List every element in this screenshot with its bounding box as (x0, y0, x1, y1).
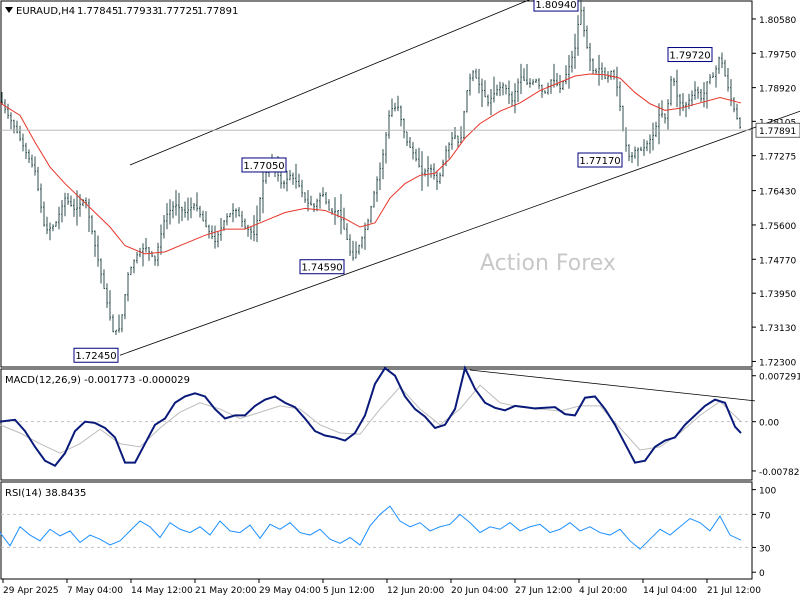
annotation-label: 1.79720 (669, 51, 710, 62)
price-plot: 1.80940 1.79720 1.77050 1.77170 1.74590 1.724… (0, 0, 800, 363)
dropdown-triangle-icon[interactable] (5, 7, 13, 13)
annotation-box: 1.80940 (533, 0, 579, 12)
macd-trendline (469, 369, 756, 402)
trendline-upper (129, 0, 530, 166)
watermark: Action Forex (480, 251, 616, 276)
rsi-y-tick-label: 100 (759, 487, 776, 497)
y-tick-label: 1.76430 (759, 188, 796, 198)
rsi-y-tick-label: 30 (759, 544, 771, 554)
y-tick-label: 1.80580 (759, 16, 796, 26)
y-tick-label: 1.74770 (759, 256, 796, 266)
y-tick-label: 1.72300 (759, 358, 796, 368)
rsi-line (0, 505, 742, 550)
ohlc-close: 1.77891 (197, 6, 238, 17)
annotation-border (299, 259, 345, 275)
macd-y-tick-label: 0.007291 (759, 373, 800, 383)
annotation-label: 1.77170 (579, 156, 620, 167)
moving-average-line (0, 73, 742, 255)
y-tick-label: 1.73130 (759, 324, 796, 334)
y-tick-label: 1.73950 (759, 290, 796, 300)
x-tick-label: 20 Jun 04:00 (451, 586, 508, 596)
symbol-label: EURAUD,H4 (16, 6, 75, 17)
x-tick-label: 21 Jul 12:00 (707, 586, 761, 596)
annotation-label: 1.77050 (243, 161, 284, 172)
y-tick-label: 1.75600 (759, 222, 796, 232)
x-tick-label: 12 Jun 20:00 (387, 586, 444, 596)
macd-panel (0, 368, 753, 481)
annotation-label: 1.74590 (301, 263, 342, 274)
annotation-box: 1.72450 (73, 347, 119, 363)
current-price-label: 1.77891 (759, 127, 796, 137)
annotation-box: 1.74590 (299, 259, 345, 275)
annotation-box: 1.79720 (667, 47, 713, 63)
rsi-plot (0, 505, 752, 550)
annotation-border (73, 347, 119, 363)
y-tick-label: 1.79750 (759, 50, 796, 60)
annotation-border (533, 0, 579, 12)
x-tick-label: 7 May 04:00 (67, 586, 123, 596)
annotation-box: 1.77170 (577, 152, 623, 168)
rsi-title: RSI(14) 38.8435 (5, 488, 86, 499)
x-tick-label: 4 Jul 20:00 (579, 586, 628, 596)
y-axis: 1.805801.797501.789201.781051.772751.764… (752, 16, 800, 579)
ohlc-open: 1.77845 (77, 6, 118, 17)
annotation-box: 1.77050 (241, 157, 287, 173)
x-axis: 29 Apr 2025 7 May 04:00 14 May 12:00 21 May… (2, 579, 761, 596)
rsi-y-tick-label: 70 (759, 511, 771, 521)
macd-signal-line (0, 384, 742, 454)
annotation-label: 1.80940 (535, 0, 576, 11)
x-tick-label: 14 May 12:00 (131, 586, 193, 596)
macd-y-tick-label: 0.00 (759, 419, 779, 429)
rsi-y-tick-label: 0 (759, 569, 765, 579)
macd-plot (0, 365, 756, 468)
rsi-panel (0, 481, 753, 580)
annotation-border (667, 47, 713, 63)
ohlc-low: 1.77725 (157, 6, 198, 17)
macd-line (0, 365, 742, 468)
y-tick-label: 1.78920 (759, 85, 796, 95)
x-tick-label: 29 Apr 2025 (3, 586, 59, 596)
x-tick-label: 21 May 20:00 (195, 586, 257, 596)
current-price-box (755, 122, 800, 138)
trendline-lower (119, 110, 800, 356)
y-tick-label: 1.77275 (759, 153, 796, 163)
x-tick-label: 27 Jun 12:00 (515, 586, 572, 596)
x-tick-label: 29 May 04:00 (259, 586, 321, 596)
macd-y-tick-label: -0.00782 (759, 468, 799, 478)
x-tick-label: 14 Jul 04:00 (643, 586, 697, 596)
x-tick-label: 5 Jun 12:00 (323, 586, 375, 596)
annotation-label: 1.72450 (75, 351, 116, 362)
ohlc-high: 1.77933 (117, 6, 158, 17)
macd-title: MACD(12,26,9) -0.001773 -0.000029 (5, 375, 190, 386)
annotation-border (577, 152, 623, 168)
annotation-border (241, 157, 287, 173)
